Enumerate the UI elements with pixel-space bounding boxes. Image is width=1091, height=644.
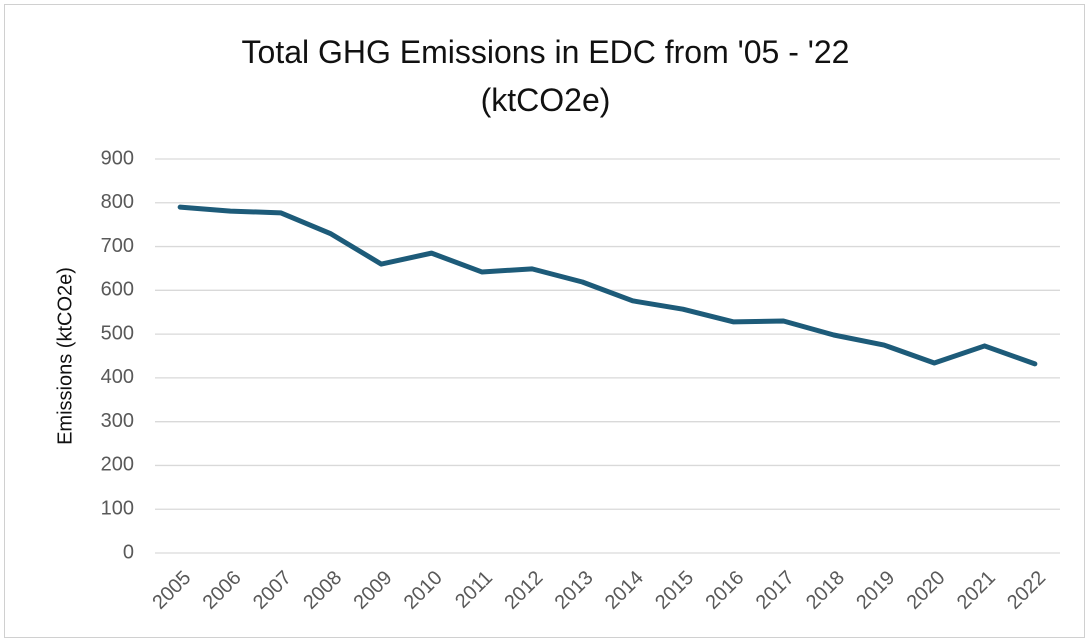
- x-tick-label: 2019: [852, 567, 899, 614]
- y-tick-label: 500: [101, 322, 134, 344]
- x-tick-label: 2016: [701, 567, 748, 614]
- x-tick-label: 2015: [651, 567, 698, 614]
- x-tick-label: 2021: [953, 567, 1000, 614]
- x-tick-label: 2007: [249, 567, 296, 614]
- x-tick-label: 2017: [752, 567, 799, 614]
- x-tick-label: 2010: [400, 567, 447, 614]
- x-tick-label: 2022: [1003, 567, 1050, 614]
- y-axis-label: Emissions (ktCO2e): [54, 267, 76, 445]
- y-tick-label: 200: [101, 454, 134, 476]
- y-tick-label: 400: [101, 366, 134, 388]
- x-tick-label: 2006: [199, 567, 246, 614]
- x-tick-label: 2020: [903, 567, 950, 614]
- data-line: [177, 204, 1038, 367]
- y-tick-label: 700: [101, 235, 134, 257]
- y-tick-label: 800: [101, 191, 134, 213]
- x-tick-label: 2013: [551, 567, 598, 614]
- x-tick-label: 2011: [451, 567, 497, 613]
- x-tick-label: 2018: [802, 567, 849, 614]
- y-tick-label: 900: [101, 147, 134, 169]
- y-tick-label: 100: [101, 498, 134, 520]
- x-tick-label: 2009: [349, 567, 396, 614]
- y-tick-label: 300: [101, 410, 134, 432]
- chart-frame: [4, 4, 1085, 638]
- y-tick-label: 0: [123, 541, 134, 563]
- x-tick-label: 2005: [148, 567, 195, 614]
- x-tick-label: 2012: [500, 567, 547, 614]
- y-tick-label: 600: [101, 279, 134, 301]
- x-tick-label: 2014: [601, 567, 648, 614]
- x-tick-label: 2008: [299, 567, 346, 614]
